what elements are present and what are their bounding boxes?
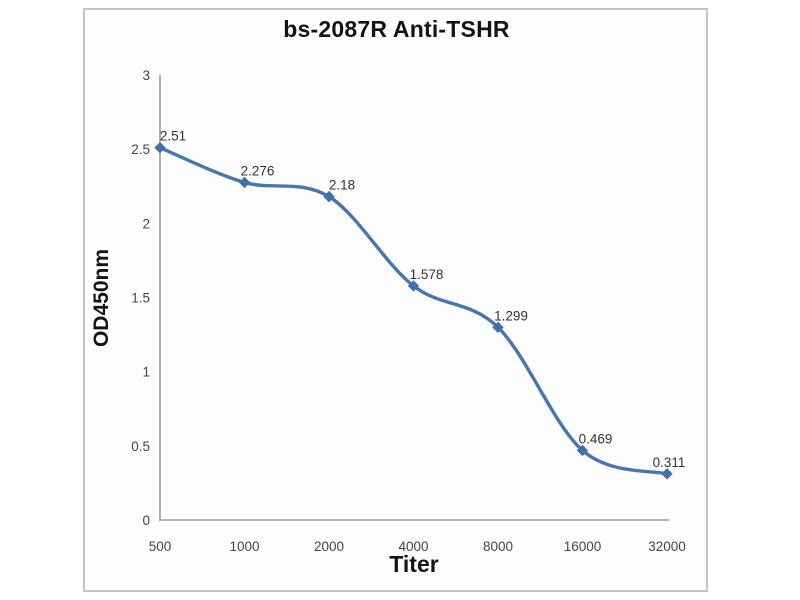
- data-point-label: 1.578: [410, 267, 444, 282]
- x-axis-title: Titer: [389, 551, 439, 577]
- data-point-marker: [492, 321, 504, 334]
- x-tick-label: 2000: [314, 539, 344, 554]
- data-point-label: 1.299: [494, 308, 528, 323]
- series-line: [158, 145, 669, 476]
- data-point-label: 0.469: [579, 431, 613, 446]
- data-point-label: 2.18: [329, 178, 355, 193]
- data-point-label: 2.276: [241, 163, 275, 178]
- x-tick-label: 500: [149, 539, 172, 554]
- y-tick-label: 1.5: [131, 291, 150, 306]
- x-tick-label: 8000: [483, 539, 513, 554]
- data-point-marker: [154, 141, 166, 154]
- x-tick-label: 32000: [648, 539, 686, 554]
- data-point-marker: [661, 468, 673, 480]
- x-tick-label: 16000: [564, 539, 602, 554]
- y-tick-label: 0.5: [131, 439, 150, 454]
- chart-frame: [83, 8, 708, 592]
- data-point-marker: [238, 176, 251, 189]
- data-point-marker: [576, 444, 589, 457]
- x-tick-label: 4000: [398, 539, 428, 554]
- y-tick-label: 0: [142, 513, 150, 528]
- data-point-label: 0.311: [653, 455, 686, 470]
- data-point-marker: [323, 190, 335, 203]
- y-tick-label: 3: [142, 68, 150, 83]
- x-tick-label: 1000: [229, 539, 259, 554]
- y-tick-label: 2: [142, 216, 150, 231]
- chart-title: bs-2087R Anti-TSHR: [283, 16, 510, 42]
- y-tick-label: 2.5: [131, 142, 150, 157]
- data-point-label: 2.51: [160, 129, 186, 144]
- y-tick-label: 1: [142, 365, 150, 380]
- data-point-marker: [407, 280, 420, 292]
